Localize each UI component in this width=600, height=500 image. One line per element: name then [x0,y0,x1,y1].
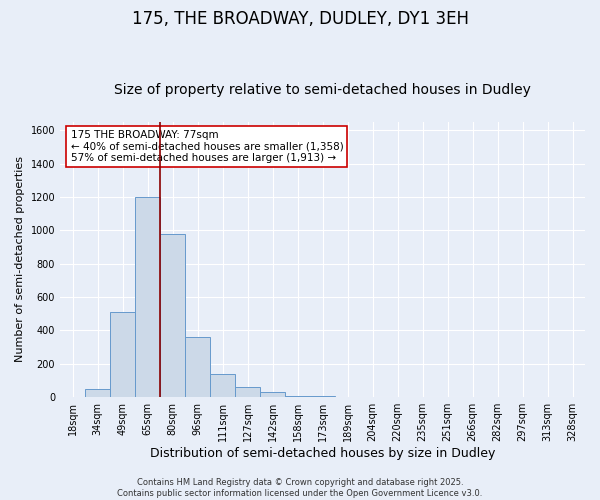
Bar [185,337,210,397]
Bar [210,374,235,397]
X-axis label: Distribution of semi-detached houses by size in Dudley: Distribution of semi-detached houses by … [150,447,495,460]
Bar [285,396,310,397]
Bar [85,389,110,397]
Bar [235,387,260,397]
Y-axis label: Number of semi-detached properties: Number of semi-detached properties [15,156,25,362]
Bar [260,392,285,397]
Text: Contains HM Land Registry data © Crown copyright and database right 2025.
Contai: Contains HM Land Registry data © Crown c… [118,478,482,498]
Text: 175, THE BROADWAY, DUDLEY, DY1 3EH: 175, THE BROADWAY, DUDLEY, DY1 3EH [131,10,469,28]
Bar [110,312,135,397]
Bar [160,234,185,397]
Text: 175 THE BROADWAY: 77sqm
← 40% of semi-detached houses are smaller (1,358)
57% of: 175 THE BROADWAY: 77sqm ← 40% of semi-de… [71,130,343,163]
Bar [310,396,335,397]
Bar [135,197,160,397]
Title: Size of property relative to semi-detached houses in Dudley: Size of property relative to semi-detach… [114,83,531,97]
